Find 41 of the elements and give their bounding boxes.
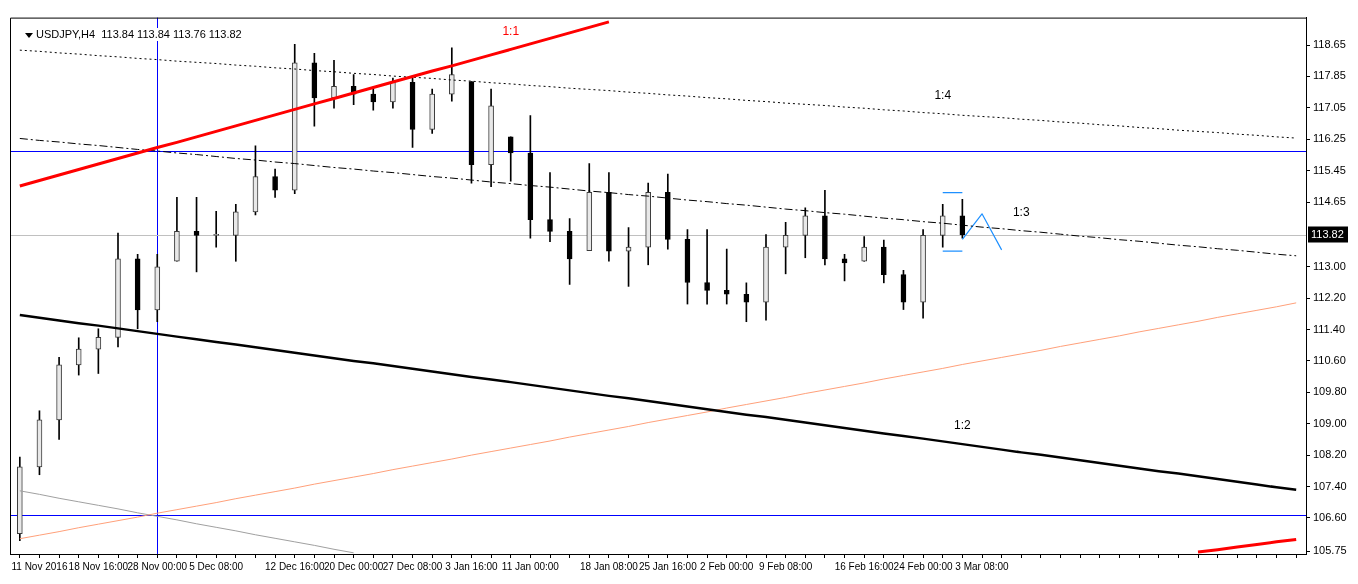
text: USDJPY,H4 113.84 113.84 113.76 113.82 bbox=[36, 28, 242, 41]
x-tick-label: 11 Nov 2016 bbox=[11, 560, 68, 572]
series-label: 1:4 bbox=[934, 88, 952, 103]
x-tick-label: 18 Jan 08:00 bbox=[580, 560, 639, 572]
x-tick-label: 12 Dec 16:00 bbox=[264, 560, 325, 572]
y-tick-label: 112.20 bbox=[1313, 291, 1346, 304]
ref-line-label: 113.82 bbox=[1311, 227, 1344, 240]
candlestick bbox=[704, 229, 710, 305]
x-tick-label: 5 Dec 08:00 bbox=[189, 560, 244, 572]
y-tick-label: 108.20 bbox=[1313, 448, 1347, 461]
series-label: 1:3 bbox=[1012, 204, 1030, 219]
candlestick bbox=[723, 248, 730, 305]
x-tick-label: 18 Nov 16:00 bbox=[68, 560, 129, 572]
x-tick-label: 11 Jan 00:00 bbox=[501, 560, 560, 572]
x-tick-label: 3 Mar 08:00 bbox=[955, 560, 1010, 572]
x-tick-label: 25 Jan 16:00 bbox=[638, 560, 698, 572]
series-label: 1:2 bbox=[954, 418, 972, 433]
x-tick-label: 2 Feb 00:00 bbox=[700, 560, 754, 572]
x-tick-label: 24 Feb 00:00 bbox=[893, 560, 953, 572]
y-tick-label: 113.00 bbox=[1313, 259, 1346, 272]
candlestick bbox=[547, 172, 553, 242]
y-tick-label: 105.75 bbox=[1313, 544, 1347, 557]
y-tick-label: 117.05 bbox=[1313, 100, 1346, 113]
y-tick-label: 109.00 bbox=[1313, 416, 1347, 429]
y-tick-label: 114.65 bbox=[1313, 195, 1346, 208]
y-tick-label: 107.40 bbox=[1313, 479, 1347, 492]
series-label: 1:1 bbox=[502, 23, 520, 38]
y-tick-label: 111.40 bbox=[1313, 322, 1346, 335]
y-tick-label: 118.65 bbox=[1313, 38, 1346, 51]
x-tick-label: 20 Dec 00:00 bbox=[323, 560, 384, 572]
x-tick-label: 16 Feb 16:00 bbox=[834, 560, 895, 572]
y-tick-label: 116.25 bbox=[1313, 132, 1346, 145]
x-tick-label: 28 Nov 00:00 bbox=[127, 560, 188, 572]
x-tick-label: 3 Jan 16:00 bbox=[445, 560, 499, 572]
y-tick-label: 109.80 bbox=[1313, 385, 1347, 398]
y-tick-label: 115.45 bbox=[1313, 163, 1346, 176]
x-tick-label: 27 Dec 08:00 bbox=[382, 560, 443, 572]
y-tick-label: 110.60 bbox=[1313, 353, 1346, 366]
y-tick-label: 106.60 bbox=[1313, 510, 1347, 523]
y-tick-label: 117.85 bbox=[1313, 69, 1346, 82]
x-tick-label: 9 Feb 08:00 bbox=[758, 560, 813, 572]
